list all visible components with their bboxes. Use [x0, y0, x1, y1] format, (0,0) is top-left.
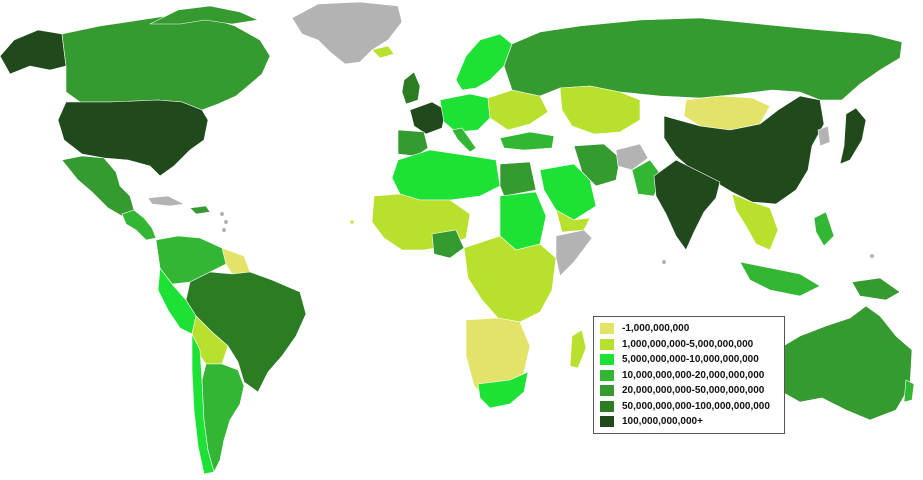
region-south-africa: [477, 371, 529, 409]
legend-label: 1,000,000,000-5,000,000,000: [622, 338, 754, 350]
island-dot: [220, 212, 224, 216]
legend-label: -1,000,000,000: [622, 323, 690, 335]
island-dot: [350, 220, 354, 224]
region-iceland: [371, 45, 395, 59]
map-legend: -1,000,000,000 1,000,000,000-5,000,000,0…: [593, 316, 785, 434]
island-dot: [224, 220, 228, 224]
legend-item: -1,000,000,000: [600, 321, 778, 337]
legend-swatch: [600, 416, 614, 428]
legend-item: 10,000,000,000-20,000,000,000: [600, 368, 778, 384]
region-uk: [401, 71, 421, 105]
region-indonesia: [739, 261, 821, 297]
region-arctic-islands: [149, 5, 260, 25]
island-dot: [662, 260, 666, 264]
region-philippines: [813, 211, 835, 247]
region-new-zealand: [903, 379, 915, 403]
region-central-europe: [439, 93, 491, 133]
legend-label: 100,000,000,000+: [622, 416, 703, 428]
region-argentina: [201, 363, 245, 473]
region-iberia: [397, 129, 429, 157]
legend-item: 1,000,000,000-5,000,000,000: [600, 337, 778, 353]
legend-item: 50,000,000,000-100,000,000,000: [600, 399, 778, 415]
region-afghanistan: [615, 143, 649, 171]
region-cuba: [147, 195, 185, 207]
legend-swatch: [600, 400, 614, 412]
region-egypt: [499, 161, 537, 197]
region-hispaniola: [189, 205, 211, 215]
region-southeast-asia: [731, 193, 779, 251]
legend-label: 5,000,000,000-10,000,000,000: [622, 354, 759, 366]
region-north-africa: [391, 149, 501, 201]
region-kazakhstan: [559, 85, 641, 135]
region-japan: [839, 107, 867, 165]
region-yemen: [555, 209, 591, 233]
legend-label: 50,000,000,000-100,000,000,000: [622, 400, 770, 412]
region-france: [409, 101, 447, 135]
region-new-guinea: [851, 277, 901, 301]
island-dot: [222, 228, 226, 232]
region-saudi-arabia: [539, 163, 597, 221]
legend-item: 5,000,000,000-10,000,000,000: [600, 352, 778, 368]
legend-label: 10,000,000,000-20,000,000,000: [622, 369, 765, 381]
region-central-america: [121, 209, 157, 241]
region-korea: [817, 125, 831, 147]
legend-swatch: [600, 369, 614, 381]
region-nigeria: [431, 229, 465, 259]
region-italy: [451, 127, 477, 153]
region-usa: [57, 99, 209, 177]
legend-swatch: [600, 338, 614, 350]
island-dot: [870, 254, 874, 258]
region-turkey: [499, 131, 555, 151]
region-india: [653, 159, 721, 251]
legend-swatch: [600, 323, 614, 335]
region-sudan: [499, 191, 547, 251]
region-central-africa: [463, 235, 557, 323]
legend-item: 20,000,000,000-50,000,000,000: [600, 383, 778, 399]
legend-swatch: [600, 385, 614, 397]
region-horn-of-africa: [555, 229, 593, 277]
legend-item: 100,000,000,000+: [600, 414, 778, 430]
legend-swatch: [600, 354, 614, 366]
legend-label: 20,000,000,000-50,000,000,000: [622, 385, 765, 397]
region-madagascar: [569, 329, 587, 369]
region-mexico: [61, 155, 135, 217]
